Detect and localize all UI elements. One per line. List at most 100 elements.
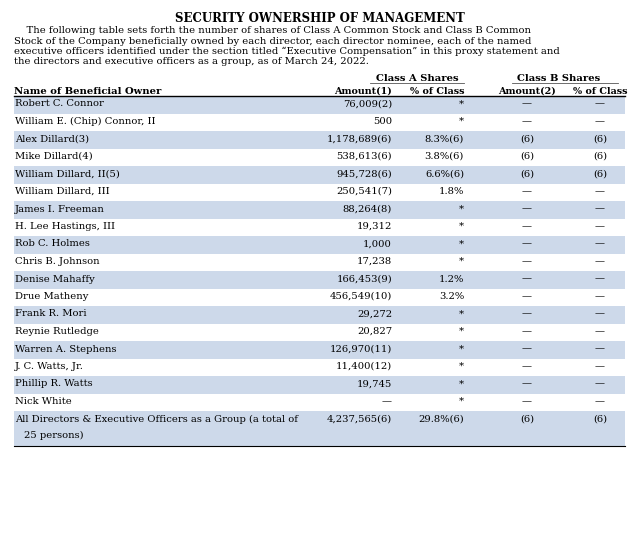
- Text: 126,970(11): 126,970(11): [330, 345, 392, 353]
- Text: —: —: [522, 274, 532, 284]
- Text: —: —: [595, 327, 605, 336]
- Text: *: *: [459, 257, 464, 266]
- Bar: [14, 166, 625, 183]
- Text: (6): (6): [520, 414, 534, 423]
- Text: 76,009(2): 76,009(2): [343, 100, 392, 109]
- Text: 11,400(12): 11,400(12): [336, 362, 392, 371]
- Text: *: *: [459, 100, 464, 109]
- Text: 3.8%(6): 3.8%(6): [424, 152, 464, 161]
- Text: Drue Matheny: Drue Matheny: [15, 292, 88, 301]
- Text: —: —: [595, 204, 605, 213]
- Text: 250,541(7): 250,541(7): [336, 187, 392, 196]
- Text: 456,549(10): 456,549(10): [330, 292, 392, 301]
- Text: Amount(2): Amount(2): [498, 87, 556, 96]
- Text: 1.2%: 1.2%: [438, 274, 464, 284]
- Text: —: —: [522, 204, 532, 213]
- Text: —: —: [522, 239, 532, 249]
- Text: *: *: [459, 397, 464, 406]
- Text: Denise Mahaffy: Denise Mahaffy: [15, 274, 95, 284]
- Text: *: *: [459, 345, 464, 353]
- Text: —: —: [522, 345, 532, 353]
- Text: —: —: [522, 257, 532, 266]
- Text: Robert C. Connor: Robert C. Connor: [15, 100, 104, 109]
- Text: J. C. Watts, Jr.: J. C. Watts, Jr.: [15, 362, 84, 371]
- Text: —: —: [522, 327, 532, 336]
- Text: Nick White: Nick White: [15, 397, 72, 406]
- Text: William Dillard, III: William Dillard, III: [15, 187, 109, 196]
- Text: *: *: [459, 239, 464, 249]
- Text: Reynie Rutledge: Reynie Rutledge: [15, 327, 99, 336]
- Text: SECURITY OWNERSHIP OF MANAGEMENT: SECURITY OWNERSHIP OF MANAGEMENT: [175, 12, 465, 25]
- Text: Rob C. Holmes: Rob C. Holmes: [15, 239, 90, 249]
- Text: Chris B. Johnson: Chris B. Johnson: [15, 257, 100, 266]
- Text: *: *: [459, 379, 464, 388]
- Text: 3.2%: 3.2%: [439, 292, 464, 301]
- Text: Frank R. Mori: Frank R. Mori: [15, 310, 86, 319]
- Text: 20,827: 20,827: [357, 327, 392, 336]
- Text: —: —: [595, 292, 605, 301]
- Text: —: —: [595, 274, 605, 284]
- Text: —: —: [595, 257, 605, 266]
- Text: 17,238: 17,238: [356, 257, 392, 266]
- Text: 19,745: 19,745: [356, 379, 392, 388]
- Bar: [14, 411, 625, 446]
- Bar: [14, 271, 625, 289]
- Text: (6): (6): [520, 152, 534, 161]
- Bar: [14, 306, 625, 324]
- Text: 1.8%: 1.8%: [438, 187, 464, 196]
- Text: *: *: [459, 327, 464, 336]
- Text: executive officers identified under the section titled “Executive Compensation” : executive officers identified under the …: [14, 47, 560, 57]
- Text: 25 persons): 25 persons): [24, 431, 84, 440]
- Text: (6): (6): [593, 152, 607, 161]
- Text: Class B Shares: Class B Shares: [517, 74, 600, 83]
- Text: H. Lee Hastings, III: H. Lee Hastings, III: [15, 222, 115, 231]
- Text: 166,453(9): 166,453(9): [336, 274, 392, 284]
- Text: —: —: [522, 362, 532, 371]
- Text: *: *: [459, 204, 464, 213]
- Text: Stock of the Company beneficially owned by each director, each director nominee,: Stock of the Company beneficially owned …: [14, 37, 531, 45]
- Text: —: —: [522, 222, 532, 231]
- Text: —: —: [522, 117, 532, 126]
- Bar: [14, 236, 625, 254]
- Text: All Directors & Executive Officers as a Group (a total of: All Directors & Executive Officers as a …: [15, 414, 298, 424]
- Text: The following table sets forth the number of shares of Class A Common Stock and : The following table sets forth the numbe…: [14, 26, 531, 35]
- Text: —: —: [595, 379, 605, 388]
- Text: Alex Dillard(3): Alex Dillard(3): [15, 135, 89, 143]
- Text: 4,237,565(6): 4,237,565(6): [327, 414, 392, 423]
- Text: 6.6%(6): 6.6%(6): [425, 170, 464, 178]
- Text: —: —: [522, 379, 532, 388]
- Text: —: —: [522, 187, 532, 196]
- Text: (6): (6): [593, 170, 607, 178]
- Text: Name of Beneficial Owner: Name of Beneficial Owner: [14, 87, 161, 96]
- Text: the directors and executive officers as a group, as of March 24, 2022.: the directors and executive officers as …: [14, 58, 369, 66]
- Text: 1,000: 1,000: [363, 239, 392, 249]
- Text: —: —: [382, 397, 392, 406]
- Text: (6): (6): [520, 170, 534, 178]
- Text: —: —: [595, 100, 605, 109]
- Text: Phillip R. Watts: Phillip R. Watts: [15, 379, 93, 388]
- Text: % of Class: % of Class: [573, 87, 627, 96]
- Text: —: —: [595, 362, 605, 371]
- Bar: [14, 201, 625, 218]
- Text: (6): (6): [593, 135, 607, 143]
- Text: 19,312: 19,312: [356, 222, 392, 231]
- Text: Class A Shares: Class A Shares: [376, 74, 458, 83]
- Text: —: —: [522, 100, 532, 109]
- Text: —: —: [595, 187, 605, 196]
- Text: —: —: [595, 222, 605, 231]
- Text: James I. Freeman: James I. Freeman: [15, 204, 105, 213]
- Text: *: *: [459, 222, 464, 231]
- Text: —: —: [522, 292, 532, 301]
- Bar: [14, 96, 625, 114]
- Text: Mike Dillard(4): Mike Dillard(4): [15, 152, 93, 161]
- Text: —: —: [595, 239, 605, 249]
- Text: 500: 500: [373, 117, 392, 126]
- Text: —: —: [522, 397, 532, 406]
- Text: 945,728(6): 945,728(6): [336, 170, 392, 178]
- Bar: [14, 376, 625, 393]
- Text: *: *: [459, 362, 464, 371]
- Text: —: —: [522, 310, 532, 319]
- Text: —: —: [595, 397, 605, 406]
- Text: —: —: [595, 117, 605, 126]
- Text: —: —: [595, 310, 605, 319]
